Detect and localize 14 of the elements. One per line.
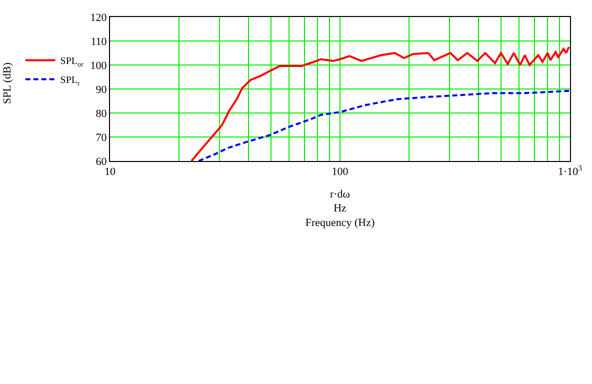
text: SPL (dB) [1,62,14,104]
legend-label: SPL$_{r}$ [60,75,81,88]
x-axis-title: r·dω Hz Frequency (Hz) [305,188,375,229]
x-tick-label: 100 [332,166,349,178]
x-tick-label: 1·10$^{3}$ [558,164,582,178]
y-tick-label: 100 [90,60,108,72]
y-tick-label: 60 [96,156,108,168]
x-tick-label: 10 [104,166,116,178]
y-tick-label: 80 [96,108,108,120]
y-tick-label: 90 [96,84,108,96]
y-tick-label: 120 [90,12,108,24]
y-tick-label: 70 [96,132,108,144]
y-tick-label: 110 [90,36,108,48]
legend-label: SPL$_{or}$ [60,56,84,68]
